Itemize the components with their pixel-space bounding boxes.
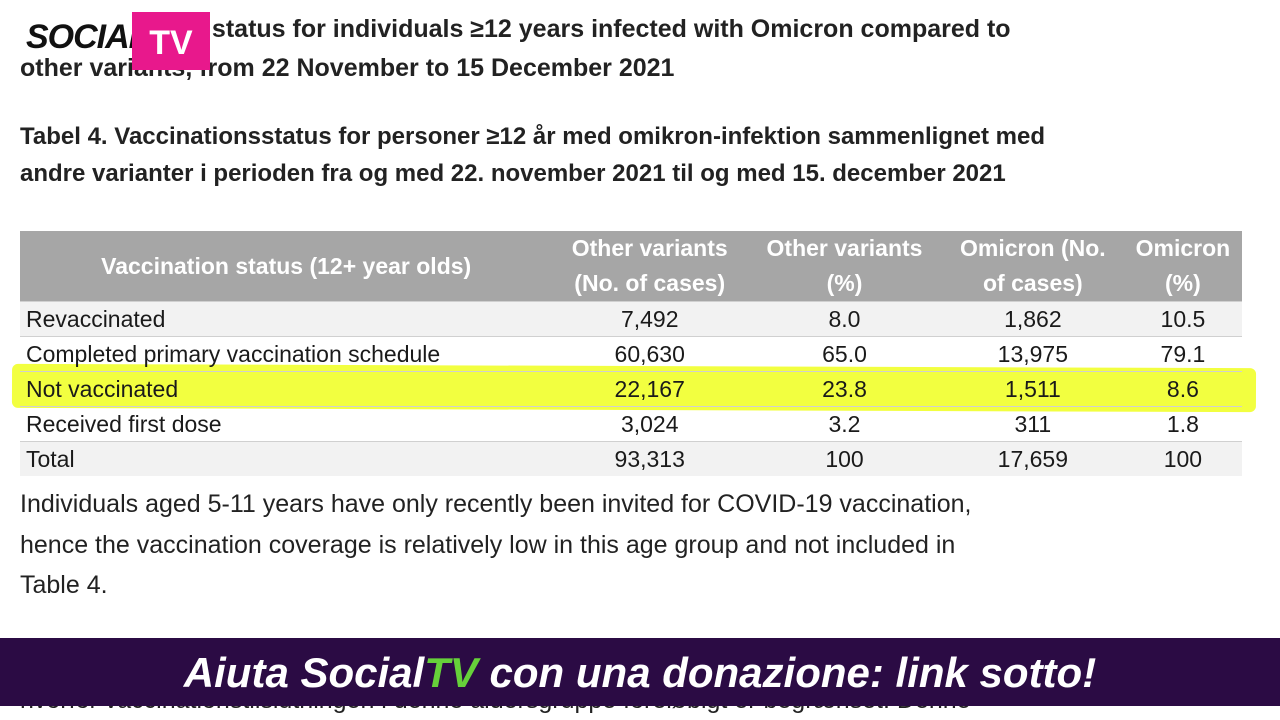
- table-cell: 7,492: [552, 301, 748, 337]
- header-line: (%): [1165, 270, 1201, 296]
- table-cell: 8.6: [1123, 371, 1242, 407]
- table-row: Revaccinated 7,492 8.0 1,862 10.5: [20, 301, 1242, 337]
- table-cell: 1,511: [941, 371, 1124, 407]
- english-title: other variants, from 22 November to 15 D…: [20, 54, 675, 82]
- table-row: Total 93,313 100 17,659 100: [20, 441, 1242, 476]
- table-cell: 22,167: [552, 371, 748, 407]
- table-cell: 100: [747, 441, 942, 476]
- column-header: Omicron (%): [1123, 231, 1242, 302]
- paragraph: Table 4.: [20, 571, 108, 599]
- logo-tv: TV: [132, 12, 210, 70]
- table-row: Not vaccinated 22,167 23.8 1,511 8.6: [20, 371, 1242, 407]
- banner-text: con una donazione: link sotto!: [477, 649, 1097, 696]
- table-cell: Received first dose: [20, 406, 553, 442]
- header-line: Vaccination status (12+ year olds): [101, 252, 472, 279]
- banner-highlight: TV: [424, 649, 478, 696]
- table-cell: 10.5: [1123, 301, 1242, 337]
- danish-title: Tabel 4. Vaccinationsstatus for personer…: [20, 123, 1046, 150]
- logo-text: SOCIAL: [22, 18, 153, 57]
- banner: Aiuta SocialTV con una donazione: link s…: [0, 638, 1280, 706]
- table-cell: 100: [1123, 441, 1242, 476]
- header-line: Other variants: [766, 235, 923, 261]
- english-title: nation status for individuals ≥12 years …: [130, 15, 1011, 43]
- table-row: Received first dose 3,024 3.2 311 1.8: [20, 406, 1242, 442]
- table-cell: Completed primary vaccination schedule: [20, 336, 553, 372]
- table-cell: 13,975: [941, 336, 1124, 372]
- header-line: (%): [826, 270, 863, 296]
- table-cell: 3,024: [552, 406, 748, 442]
- header-line: Omicron (No.: [960, 235, 1106, 261]
- header-line: (No. of cases): [574, 270, 726, 296]
- column-header: Other variants (No. of cases): [552, 231, 748, 302]
- table-row: Completed primary vaccination schedule 60…: [20, 336, 1242, 372]
- table-cell: 3.2: [747, 406, 942, 442]
- table-cell: 60,630: [552, 336, 748, 372]
- table-cell: 1,862: [941, 301, 1124, 337]
- paragraph: hence the vaccination coverage is relati…: [20, 531, 956, 559]
- table-cell: Total: [20, 441, 553, 476]
- table-cell: 65.0: [747, 336, 942, 372]
- table-cell: 8.0: [747, 301, 942, 337]
- table-cell: 79.1: [1123, 336, 1242, 372]
- column-header: Omicron (No. of cases): [941, 231, 1124, 302]
- logo: SOCIAL TV: [18, 10, 218, 70]
- table-cell: Not vaccinated: [20, 371, 553, 407]
- column-header: Other variants (%): [747, 231, 942, 302]
- paragraph: Individuals aged 5-11 years have only re…: [20, 490, 972, 518]
- table-cell: 1.8: [1123, 406, 1242, 442]
- table: Vaccination status (12+ year olds) Other …: [20, 231, 1242, 476]
- table-cell: 17,659: [941, 441, 1124, 476]
- table-cell: 311: [941, 406, 1124, 442]
- banner-text: Aiuta Social: [183, 649, 425, 696]
- column-header: Vaccination status (12+ year olds): [20, 231, 553, 302]
- table-cell: 23.8: [747, 371, 942, 407]
- table-cell: 93,313: [552, 441, 748, 476]
- table-cell: Revaccinated: [20, 301, 553, 337]
- header-line: Other variants: [571, 235, 728, 261]
- header-line: of cases): [983, 270, 1083, 296]
- danish-title: andre varianter i perioden fra og med 22…: [20, 160, 1006, 187]
- header-line: Omicron: [1135, 235, 1231, 261]
